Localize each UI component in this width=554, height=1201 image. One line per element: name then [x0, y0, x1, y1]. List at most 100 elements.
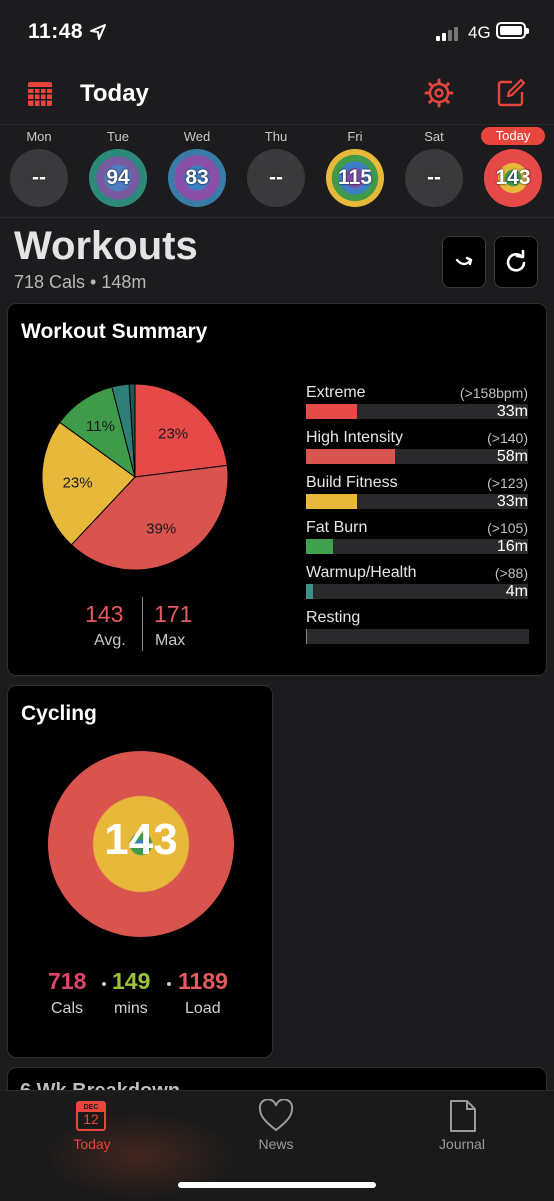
- cals-value: 718: [48, 968, 87, 994]
- calendar-day: 12: [83, 1111, 99, 1127]
- page-title: Today: [80, 80, 149, 107]
- pie-slice-label: 23%: [158, 426, 188, 443]
- day-sat[interactable]: Sat --: [399, 125, 469, 217]
- day-score: 94: [106, 166, 130, 189]
- card-title: Workout Summary: [21, 320, 208, 343]
- day-score: 83: [185, 166, 209, 189]
- battery-icon: [496, 22, 529, 39]
- workout-summary-card[interactable]: Workout Summary 23% 39% 23% 11% 143 Avg. 17…: [7, 303, 547, 676]
- compose-icon[interactable]: [496, 78, 526, 108]
- calendar-grid-icon[interactable]: [27, 81, 53, 107]
- day-wed[interactable]: Wed 83: [162, 125, 232, 217]
- day-label: Wed: [183, 129, 211, 144]
- zone-bar-track: [306, 539, 528, 554]
- zone-range: (>158bpm): [459, 385, 528, 401]
- zone-minutes: 4m: [505, 583, 528, 600]
- zone-bar-track: [306, 629, 529, 644]
- mins-value: 149: [112, 968, 151, 994]
- zone-row: Resting: [306, 609, 529, 653]
- zone-range: (>140): [487, 430, 528, 446]
- zone-bar-track: [306, 584, 528, 599]
- pie-slice-label: 11%: [86, 418, 115, 435]
- zone-name: Build Fitness: [306, 474, 398, 491]
- day-thu[interactable]: Thu --: [241, 125, 311, 217]
- zone-minutes: 33m: [496, 403, 528, 420]
- zone-name: Resting: [306, 609, 361, 626]
- week-day-strip: Mon -- Tue 94 Wed 83 Thu -- Fri 115 Sat …: [0, 124, 554, 218]
- zone-bar-fill: [306, 539, 333, 554]
- zone-bar-fill: [306, 449, 395, 464]
- day-score-ring: --: [10, 149, 68, 207]
- zone-bar-fill: [306, 404, 358, 419]
- cycling-score-ring: 143: [48, 751, 234, 937]
- separator-dot: [167, 982, 171, 986]
- zone-range: (>123): [487, 475, 528, 491]
- zone-row: Build Fitness (>123) 33m: [306, 474, 528, 518]
- day-score-ring: 83: [168, 149, 226, 207]
- gear-icon[interactable]: [424, 78, 454, 108]
- zone-bar-track: [306, 449, 528, 464]
- heart-zone-pie-chart: 23% 39% 23% 11%: [41, 383, 229, 571]
- section-subtitle: 718 Cals • 148m: [14, 272, 147, 292]
- zone-name: High Intensity: [306, 429, 403, 446]
- zone-minutes: 33m: [496, 493, 528, 510]
- clock: 11:48: [28, 20, 84, 43]
- mins-label: mins: [114, 1000, 148, 1017]
- tab-label-today: Today: [73, 1136, 111, 1152]
- tab-today[interactable]: DEC 12 Today: [32, 1091, 152, 1171]
- day-label: Mon: [26, 129, 52, 144]
- day-score-ring: --: [247, 149, 305, 207]
- zone-name: Extreme: [306, 384, 366, 401]
- day-fri[interactable]: Fri 115: [320, 125, 390, 217]
- day-score: --: [427, 166, 441, 189]
- status-bar: 11:48 4G: [0, 0, 554, 64]
- day-score: --: [269, 166, 283, 189]
- refresh-button[interactable]: [494, 236, 538, 288]
- day-score-ring: 94: [89, 149, 147, 207]
- cals-label: Cals: [51, 1000, 84, 1017]
- separator-dot: [102, 982, 106, 986]
- zone-row: Warmup/Health (>88) 4m: [306, 564, 528, 608]
- zone-bar-fill: [306, 494, 358, 509]
- card-title: Cycling: [21, 702, 97, 725]
- day-label: Tue: [107, 129, 129, 144]
- load-label: Load: [185, 1000, 221, 1017]
- cycling-card[interactable]: Cycling 143 718 Cals 149 mins 1189 Load: [7, 685, 273, 1058]
- pie-slice: [134, 383, 228, 478]
- avg-hr-value: 143: [85, 601, 124, 627]
- calendar-month: DEC: [78, 1103, 104, 1112]
- day-label-today: Today: [481, 127, 545, 145]
- day-score-ring: 143: [484, 149, 542, 207]
- day-score: 115: [338, 166, 372, 189]
- sync-icon: [455, 256, 473, 266]
- day-label: Sat: [424, 129, 444, 144]
- pie-slice: [41, 421, 136, 546]
- day-score-ring: --: [405, 149, 463, 207]
- day-today[interactable]: Today 143: [478, 125, 548, 217]
- tab-journal[interactable]: Journal: [402, 1091, 522, 1171]
- document-icon: [450, 1100, 476, 1132]
- tab-label-news: News: [258, 1136, 294, 1152]
- day-score-ring: 115: [326, 149, 384, 207]
- day-mon[interactable]: Mon --: [4, 125, 74, 217]
- pie-slice-label: 39%: [146, 520, 176, 537]
- refresh-icon: [506, 249, 526, 272]
- day-tue[interactable]: Tue 94: [83, 125, 153, 217]
- zone-minutes: 16m: [496, 538, 528, 555]
- zone-row: High Intensity (>140) 58m: [306, 429, 528, 473]
- load-value: 1189: [178, 968, 228, 994]
- sync-button[interactable]: [442, 236, 486, 288]
- zone-row: Fat Burn (>105) 16m: [306, 519, 528, 563]
- heart-icon: [258, 1099, 294, 1132]
- tab-news[interactable]: News: [216, 1091, 336, 1171]
- location-arrow-icon: [90, 24, 106, 40]
- tab-label-journal: Journal: [439, 1136, 485, 1152]
- calendar-date-icon: DEC 12: [76, 1101, 106, 1131]
- network-type: 4G: [468, 23, 491, 42]
- pie-slice: [128, 383, 136, 478]
- zone-range: (>105): [487, 520, 528, 536]
- zone-bar-track: [306, 404, 528, 419]
- cycling-score: 143: [104, 815, 178, 864]
- pie-slice-label: 23%: [63, 474, 93, 491]
- max-hr-value: 171: [154, 601, 193, 627]
